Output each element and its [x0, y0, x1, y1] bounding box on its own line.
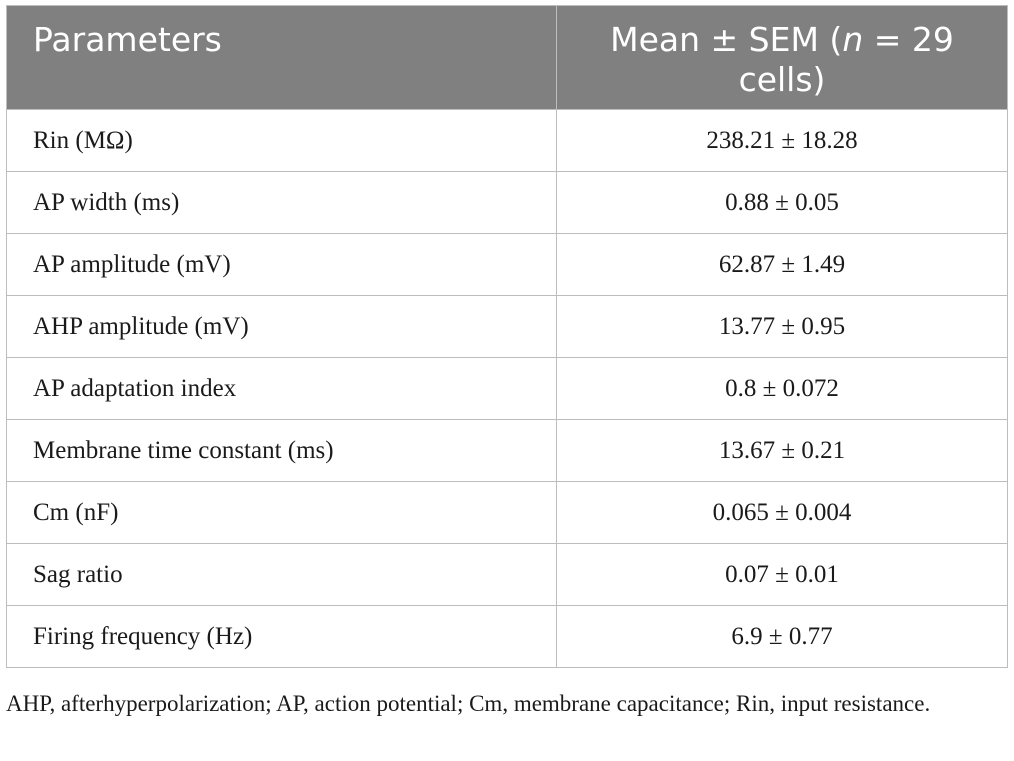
header-mean-sem: Mean ± SEM (n = 29 cells) [556, 5, 1008, 110]
table-footnote: AHP, afterhyperpolarization; AP, action … [6, 691, 931, 716]
parameters-table-container: Parameters Mean ± SEM (n = 29 cells) Rin… [6, 5, 1008, 668]
cell-parameter: Cm (nF) [6, 481, 557, 544]
header-mean-sem-suffix: = 29 cells) [738, 20, 954, 99]
cell-value: 13.77 ± 0.95 [556, 295, 1008, 358]
cell-parameter: AP adaptation index [6, 357, 557, 420]
table-header: Parameters Mean ± SEM (n = 29 cells) [6, 5, 1008, 110]
table-row: Firing frequency (Hz) 6.9 ± 0.77 [6, 605, 1008, 668]
cell-value: 0.065 ± 0.004 [556, 481, 1008, 544]
table-row: AP adaptation index 0.8 ± 0.072 [6, 357, 1008, 420]
header-mean-sem-prefix: Mean ± SEM ( [610, 20, 843, 59]
cell-value: 13.67 ± 0.21 [556, 419, 1008, 482]
cell-parameter: Rin (MΩ) [6, 109, 557, 172]
table-row: Sag ratio 0.07 ± 0.01 [6, 543, 1008, 606]
cell-parameter: Sag ratio [6, 543, 557, 606]
header-n-symbol: n [842, 20, 864, 59]
table-row: AP amplitude (mV) 62.87 ± 1.49 [6, 233, 1008, 296]
cell-value: 0.07 ± 0.01 [556, 543, 1008, 606]
cell-parameter: Membrane time constant (ms) [6, 419, 557, 482]
cell-parameter: Firing frequency (Hz) [6, 605, 557, 668]
parameters-table: Parameters Mean ± SEM (n = 29 cells) Rin… [6, 5, 1008, 668]
cell-value: 62.87 ± 1.49 [556, 233, 1008, 296]
table-row: AHP amplitude (mV) 13.77 ± 0.95 [6, 295, 1008, 358]
table-body: Rin (MΩ) 238.21 ± 18.28 AP width (ms) 0.… [6, 109, 1008, 668]
cell-value: 0.8 ± 0.072 [556, 357, 1008, 420]
table-row: Rin (MΩ) 238.21 ± 18.28 [6, 109, 1008, 172]
cell-parameter: AP amplitude (mV) [6, 233, 557, 296]
table-row: AP width (ms) 0.88 ± 0.05 [6, 171, 1008, 234]
cell-value: 238.21 ± 18.28 [556, 109, 1008, 172]
cell-value: 6.9 ± 0.77 [556, 605, 1008, 668]
header-parameters: Parameters [6, 5, 557, 110]
table-row: Cm (nF) 0.065 ± 0.004 [6, 481, 1008, 544]
cell-parameter: AP width (ms) [6, 171, 557, 234]
header-row: Parameters Mean ± SEM (n = 29 cells) [6, 5, 1008, 110]
table-row: Membrane time constant (ms) 13.67 ± 0.21 [6, 419, 1008, 482]
cell-value: 0.88 ± 0.05 [556, 171, 1008, 234]
cell-parameter: AHP amplitude (mV) [6, 295, 557, 358]
